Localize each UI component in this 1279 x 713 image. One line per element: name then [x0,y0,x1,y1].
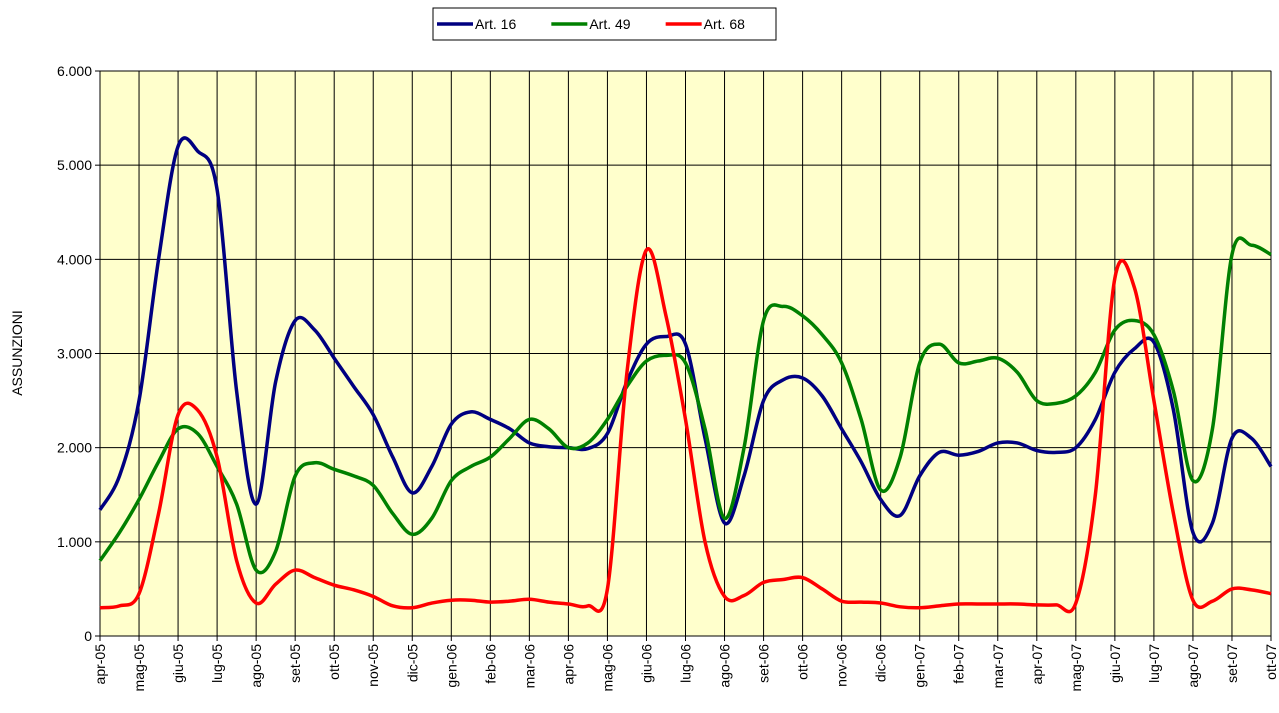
x-tick-label: set-06 [756,644,772,683]
x-tick-label: feb-06 [482,644,498,684]
x-tick-label: lug-06 [678,644,694,683]
x-tick-label: apr-06 [560,644,576,685]
x-tick-label: lug-07 [1146,644,1162,683]
legend-label: Art. 16 [475,16,516,32]
x-tick-label: ott-06 [795,644,811,680]
x-tick-label: giu-05 [170,644,186,683]
x-tick-label: giu-06 [638,644,654,683]
x-tick-label: gen-07 [912,644,928,688]
x-tick-label: ago-06 [717,644,733,688]
y-axis-label: ASSUNZIONI [9,310,25,396]
x-tick-label: nov-05 [365,644,381,687]
y-tick-label: 2.000 [57,440,92,456]
x-tick-label: set-07 [1224,644,1240,683]
x-tick-label: dic-05 [404,644,420,682]
y-tick-label: 1.000 [57,534,92,550]
series-line [98,236,1272,575]
y-tick-label: 5.000 [57,157,92,173]
series-line [99,246,1272,614]
x-tick-label: mar-06 [521,644,537,689]
x-tick-label: giu-07 [1107,644,1123,683]
x-tick-label: ott-07 [1263,644,1279,680]
x-tick-label: ott-05 [326,644,342,680]
x-tick-label: feb-07 [951,644,967,684]
x-tick-label: mag-06 [599,644,615,692]
legend-box [432,7,777,41]
x-tick-label: nov-06 [834,644,850,687]
x-tick-label: dic-06 [873,644,889,682]
legend-label: Art. 68 [704,16,745,32]
y-tick-label: 6.000 [57,63,92,79]
x-tick-label: lug-05 [209,644,225,683]
x-tick-label: mag-05 [131,644,147,692]
legend-label: Art. 49 [589,16,630,32]
x-tick-label: apr-07 [1029,644,1045,685]
x-tick-label: ago-07 [1185,644,1201,688]
x-tick-label: ago-05 [248,644,264,688]
x-tick-label: mar-07 [990,644,1006,689]
x-tick-label: mag-07 [1068,644,1084,692]
series-line [98,136,1273,544]
x-tick-label: gen-06 [443,644,459,688]
y-tick-label: 3.000 [57,346,92,362]
x-tick-label: apr-05 [92,644,108,685]
x-tick-label: set-05 [287,644,303,683]
y-tick-label: 4.000 [57,251,92,267]
y-tick-label: 0 [84,628,92,644]
